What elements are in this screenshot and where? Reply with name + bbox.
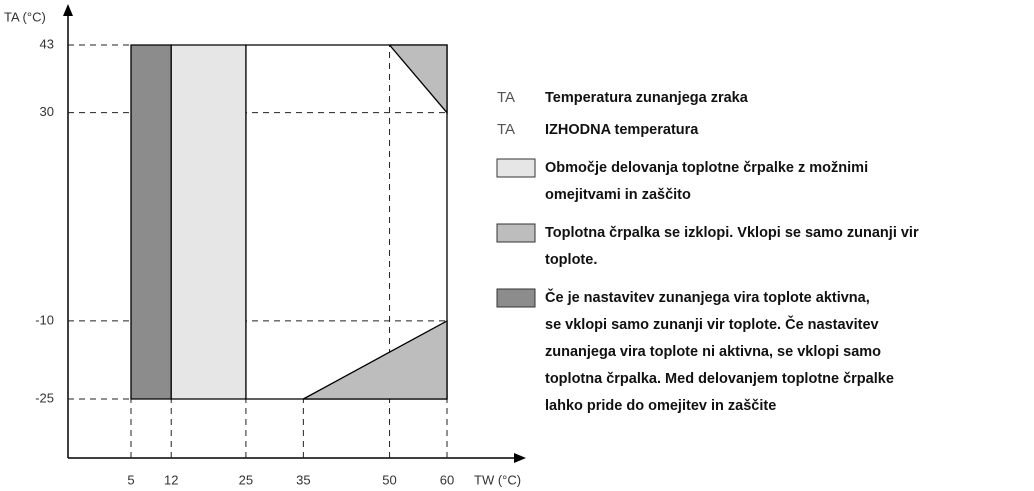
y-tick-label: 30 — [40, 104, 54, 119]
legend-symbol: TA — [497, 121, 515, 138]
legend-text: se vklopi samo zunanji vir toplote. Če n… — [545, 315, 879, 333]
y-axis-label: TA (°C) — [4, 9, 46, 24]
legend-swatch — [496, 158, 536, 178]
x-tick-label: 60 — [440, 472, 454, 487]
region — [170, 44, 247, 400]
legend-text: Temperatura zunanjega zraka — [545, 90, 749, 106]
legend-text: toplote. — [545, 252, 597, 268]
legend-text: Območje delovanja toplotne črpalke z mož… — [545, 160, 868, 176]
legend-swatch — [496, 223, 536, 243]
x-tick-label: 50 — [382, 472, 396, 487]
legend-text: Če je nastavitev zunanjega vira toplote … — [545, 288, 870, 306]
y-arrow — [63, 4, 73, 16]
legend-text: toplotna črpalka. Med delovanjem toplotn… — [545, 371, 894, 387]
y-tick-label: 43 — [40, 36, 54, 51]
x-tick-label: 5 — [127, 472, 134, 487]
legend-text: IZHODNA temperatura — [545, 122, 699, 138]
legend-text: Toplotna črpalka se izklopi. Vklopi se s… — [545, 225, 919, 241]
y-tick-label: -25 — [35, 390, 54, 405]
x-tick-label: 12 — [164, 472, 178, 487]
x-tick-label: 25 — [239, 472, 253, 487]
region — [303, 319, 448, 400]
legend-symbol: TA — [497, 89, 515, 106]
legend-text: lahko pride do omejitev in zaščite — [545, 398, 776, 414]
legend-text: omejitvami in zaščito — [545, 187, 691, 203]
x-arrow — [514, 453, 526, 463]
x-axis-label: TW (°C) — [474, 472, 521, 487]
x-tick-label: 35 — [296, 472, 310, 487]
region — [388, 44, 448, 115]
legend-swatch — [496, 288, 536, 308]
y-tick-label: -10 — [35, 312, 54, 327]
region — [130, 44, 172, 400]
legend-text: zunanjega vira toplote ni aktivna, se vk… — [545, 344, 881, 360]
